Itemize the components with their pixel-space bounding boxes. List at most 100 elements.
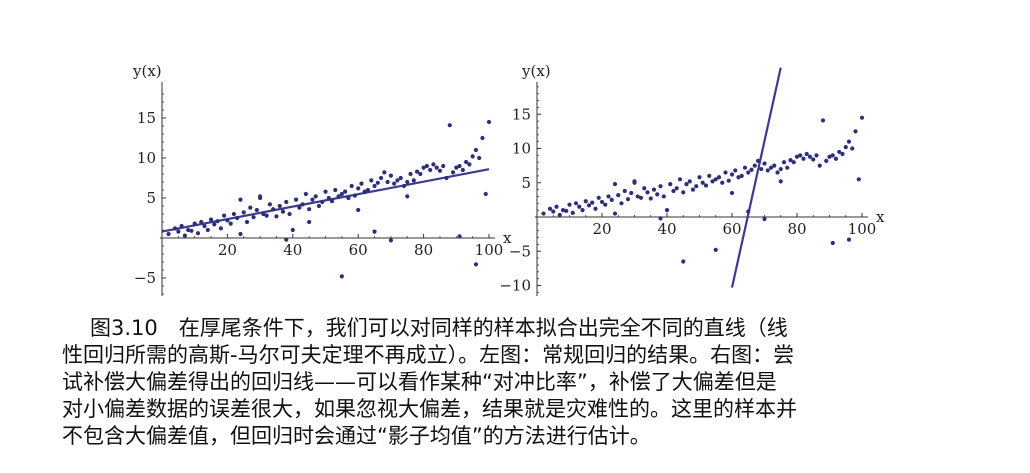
data-point: [182, 233, 187, 238]
x-tick-label: 80: [787, 220, 806, 238]
data-point: [303, 191, 308, 197]
x-tick-label: 40: [283, 241, 302, 259]
y-tick-label: −5: [509, 242, 531, 260]
data-point: [658, 184, 663, 189]
data-point: [746, 209, 751, 214]
data-point: [267, 202, 273, 207]
data-point: [212, 222, 217, 227]
data-point: [726, 178, 731, 183]
data-point: [414, 169, 420, 174]
data-point: [473, 262, 479, 267]
data-point: [690, 187, 696, 192]
data-point: [661, 194, 666, 199]
data-point: [297, 205, 302, 210]
data-point: [271, 207, 276, 212]
data-point: [746, 170, 751, 175]
data-point: [580, 208, 585, 213]
data-point: [729, 190, 735, 196]
data-point: [176, 229, 181, 234]
data-point: [856, 177, 861, 182]
data-point: [713, 177, 718, 182]
data-point: [388, 238, 393, 243]
data-point: [612, 182, 618, 187]
data-point: [388, 173, 393, 178]
data-point: [284, 237, 289, 242]
data-point: [411, 178, 416, 183]
data-point: [801, 156, 806, 161]
data-point: [850, 146, 855, 151]
data-point: [284, 199, 289, 205]
caption-line-1: 图3.10 在厚尾条件下，我们可以对同样的样本拟合出完全不同的直线（线: [90, 316, 788, 340]
x-tick-label: 100: [475, 241, 504, 259]
data-point: [215, 219, 220, 224]
data-point: [619, 201, 624, 206]
data-point: [687, 179, 692, 184]
data-point: [307, 219, 312, 225]
data-point: [853, 129, 858, 134]
data-point: [172, 226, 178, 231]
data-point: [827, 154, 832, 159]
data-point: [846, 237, 852, 242]
data-point: [405, 179, 410, 185]
data-point: [694, 184, 699, 189]
data-point: [606, 194, 611, 199]
data-point: [817, 163, 822, 168]
data-point: [287, 211, 292, 217]
data-point: [254, 207, 259, 213]
data-point: [450, 170, 456, 175]
data-point: [375, 180, 380, 185]
y-tick-label: −10: [499, 277, 531, 295]
data-point: [713, 247, 718, 252]
data-point: [447, 123, 452, 128]
data-point: [811, 157, 816, 162]
data-point: [395, 178, 400, 183]
data-point: [444, 175, 449, 181]
data-point: [441, 163, 446, 169]
caption-line-2: 性回归所需的高斯-马尔可夫定理不再成立）。左图：常规回归的结果。右图：尝: [62, 343, 795, 367]
data-point: [189, 228, 194, 233]
data-point: [437, 168, 443, 173]
x-tick-label: 80: [414, 241, 433, 259]
data-point: [401, 183, 407, 189]
data-point: [781, 160, 787, 165]
data-point: [778, 166, 783, 172]
data-point: [603, 202, 608, 207]
data-point: [788, 158, 793, 163]
data-point: [457, 163, 462, 169]
data-point: [762, 161, 767, 166]
data-point: [638, 195, 644, 200]
data-point: [583, 199, 588, 204]
data-point: [323, 189, 328, 194]
data-point: [346, 195, 351, 201]
data-point: [349, 183, 354, 189]
data-point: [599, 199, 605, 205]
data-point: [716, 175, 722, 180]
data-point: [431, 162, 436, 167]
data-point: [736, 175, 741, 180]
data-point: [677, 177, 683, 182]
data-point: [703, 183, 709, 188]
data-point: [554, 204, 559, 209]
x-tick-label: 40: [657, 220, 676, 238]
data-point: [560, 208, 566, 213]
data-point: [457, 234, 462, 239]
y-tick-label: 15: [137, 109, 156, 127]
data-point: [372, 229, 377, 234]
data-point: [573, 201, 579, 206]
data-point: [642, 186, 647, 191]
data-point: [179, 223, 184, 229]
data-point: [434, 165, 439, 170]
data-point: [697, 175, 702, 180]
data-point: [290, 227, 295, 233]
data-point: [241, 210, 246, 215]
data-point: [359, 181, 364, 186]
data-point: [486, 119, 492, 125]
data-point: [632, 179, 637, 184]
data-point: [681, 190, 686, 195]
data-point: [674, 186, 679, 191]
data-point: [752, 163, 757, 168]
data-point: [261, 211, 266, 217]
data-point: [477, 155, 482, 161]
y-tick-label: 5: [521, 174, 531, 192]
x-tick-label: 20: [218, 241, 237, 259]
